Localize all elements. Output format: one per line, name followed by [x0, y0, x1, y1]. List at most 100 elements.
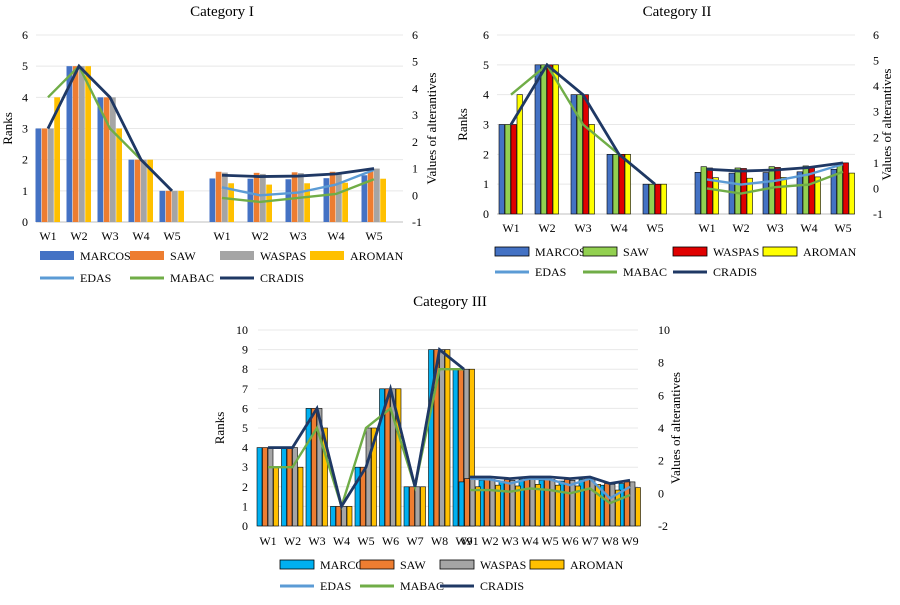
line-value-edas	[221, 168, 375, 197]
bar-value-waspas	[336, 172, 342, 222]
bar-rank-waspas	[79, 66, 85, 223]
legend-label-marcos: MARCOS	[535, 245, 586, 259]
bar-rank-aroman	[54, 97, 60, 222]
legend-label-aroman: AROMAN	[350, 249, 404, 263]
chart-category-2: Category II 0 1 2 3 4 5 6 -1 0 1 2 3 4 5 6 Ranks Values o…	[455, 0, 900, 290]
bar-rank-saw	[409, 486, 415, 527]
bar-value-marcos	[762, 172, 769, 215]
y-tick-label: 8	[242, 362, 248, 376]
y-axis-label: Ranks	[0, 112, 15, 145]
line-value-edas	[469, 477, 631, 500]
bar-rank-waspas	[48, 128, 54, 222]
bar-value-marcos	[209, 178, 216, 222]
y-tick-label: 4	[22, 90, 28, 104]
bar-rank-waspas	[172, 190, 178, 222]
bar-value-waspas	[629, 481, 636, 527]
x-tick-label: W2	[251, 229, 268, 243]
x-tick-label: W4	[327, 229, 344, 243]
bar-rank-waspas	[110, 97, 116, 222]
y-axis-label: Ranks	[212, 412, 227, 445]
bar-value-saw	[484, 478, 490, 527]
line-value-edas	[706, 162, 844, 186]
bar-value-waspas	[469, 479, 476, 527]
legend-label-edas: EDAS	[320, 579, 351, 593]
bar-rank-aroman	[297, 466, 304, 527]
x-tick-label: W1	[461, 534, 478, 548]
line-rank-cradis	[509, 62, 656, 186]
bar-value-saw	[329, 171, 336, 222]
bar-value-aroman	[555, 484, 561, 527]
bar-rank-marcos	[35, 128, 42, 222]
bar-rank-saw	[360, 466, 366, 527]
legend-label-marcos: MARCOS	[80, 249, 131, 263]
bar-rank-aroman	[178, 190, 184, 222]
y2-tick-label: 4	[873, 79, 879, 93]
bar-value-saw	[700, 166, 707, 215]
bar-value-waspas	[529, 478, 536, 527]
y2-tick-label: 2	[658, 454, 664, 468]
bar-value-waspas	[509, 479, 516, 527]
legend-label-edas: EDAS	[80, 271, 111, 285]
x-tick-label: W5	[541, 534, 558, 548]
x-tick-label: W4	[132, 229, 149, 243]
bar-rank-marcos	[570, 94, 577, 215]
line-value-mabac	[470, 487, 631, 505]
bar-value-waspas	[589, 478, 596, 527]
bar-value-aroman	[304, 183, 310, 222]
chart-title: Category III	[413, 294, 487, 310]
y-tick-label: 4	[483, 88, 489, 102]
bar-value-waspas	[740, 168, 747, 215]
y-tick-label: 0	[242, 519, 248, 533]
bar-rank-marcos	[379, 388, 385, 527]
y2-tick-label: 3	[412, 108, 418, 122]
y2-tick-label: 1	[873, 156, 879, 170]
y2-tick-label: 5	[412, 55, 418, 69]
y-tick-label: 6	[242, 401, 248, 415]
line-rank-cradis	[46, 63, 173, 192]
bar-rank-marcos	[498, 124, 505, 215]
bar-value-saw	[215, 171, 222, 222]
bar-rank-marcos	[97, 97, 104, 222]
bar-value-saw	[367, 168, 374, 222]
bar-value-aroman	[266, 184, 272, 222]
line-rank-mabac	[268, 367, 464, 511]
bar-value-saw	[524, 477, 530, 527]
bar-value-saw	[504, 479, 510, 527]
legend-swatch-waspas	[220, 251, 254, 260]
bar-value-waspas	[489, 479, 496, 527]
bar-value-aroman	[595, 484, 601, 527]
y-tick-label: 5	[242, 421, 248, 435]
y2-tick-label: 3	[873, 105, 879, 119]
bar-rank-waspas	[618, 154, 625, 215]
bar-value-saw	[253, 172, 260, 222]
bar-rank-marcos	[305, 408, 312, 527]
bar-rank-waspas	[267, 447, 274, 527]
chart-svg-category-1: Category I 0 1 2 3 4 5 6 -1 0 1 2 3 4 5 6 Ranks Values of…	[0, 4, 439, 285]
bar-rank-marcos	[66, 66, 73, 223]
bar-rank-aroman	[322, 427, 328, 527]
legend-label-waspas: WASPAS	[713, 245, 759, 259]
y-tick-label: 4	[242, 441, 248, 455]
y-tick-label: 1	[22, 184, 28, 198]
line-value-mabac	[706, 170, 844, 195]
x-tick-label: W3	[574, 221, 591, 235]
legend-label-saw: SAW	[623, 245, 649, 259]
y2-tick-label: 2	[412, 135, 418, 149]
y-tick-label: 2	[242, 480, 248, 494]
bar-rank-marcos	[534, 64, 541, 215]
y2-tick-label: 8	[658, 356, 664, 370]
bar-value-saw	[604, 483, 610, 527]
bar-rank-saw	[262, 447, 268, 527]
x-tick-label: W9	[455, 534, 472, 548]
bar-rank-marcos	[606, 154, 613, 215]
legend-swatch-marcos	[494, 246, 530, 257]
legend-swatch-waspas	[672, 246, 708, 257]
x-tick-label: W1	[502, 221, 519, 235]
x-tick-label: W1	[698, 221, 715, 235]
legend-label-mabac: MABAC	[170, 271, 214, 285]
x-tick-label: W1	[39, 229, 56, 243]
y-axis-label: Ranks	[455, 108, 470, 141]
y-tick-label: 10	[236, 323, 248, 337]
y-tick-label: 3	[242, 460, 248, 474]
legend-swatch-aroman	[529, 559, 565, 570]
